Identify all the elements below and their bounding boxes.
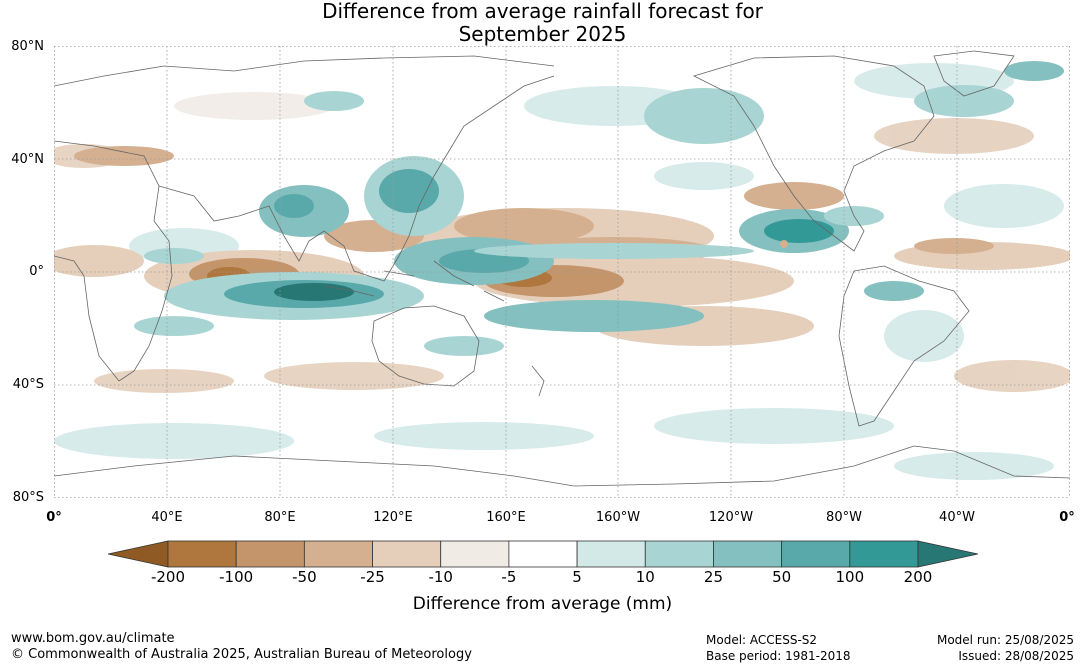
lon-label-0-left: 0° [46, 510, 62, 525]
map-title: Difference from average rainfall forecas… [0, 0, 1085, 46]
footer-issued: Issued: 28/08/2025 [958, 649, 1074, 663]
lon-label-160w: 160°W [595, 510, 641, 525]
colorbar-bin [440, 540, 510, 568]
colorbar-bin [713, 540, 783, 568]
coast-south-america [838, 265, 970, 427]
colorbar-extend-high [917, 540, 979, 568]
colorbar-tick-label: -200 [150, 568, 186, 586]
colorbar-bin [167, 540, 237, 568]
colorbar-tick-label: 10 [635, 568, 655, 586]
coast-asia-south [158, 185, 410, 282]
colorbar-bin [644, 540, 714, 568]
lat-label-80s: 80°S [12, 490, 44, 505]
lon-label-0-right: 0° [1059, 510, 1075, 525]
colorbar-tick-label: -100 [219, 568, 254, 586]
colorbar [107, 539, 979, 569]
coast-islands [323, 260, 505, 302]
coast-north-america [692, 55, 935, 252]
lat-label-40n: 40°N [11, 152, 44, 167]
footer-model-run: Model run: 25/08/2025 [936, 633, 1074, 647]
colorbar-bin [781, 540, 851, 568]
lat-label-80n: 80°N [11, 39, 44, 54]
coast-new-zealand [531, 365, 545, 397]
colorbar-svg [107, 540, 979, 568]
footer-url[interactable]: www.bom.gov.au/climate [11, 631, 175, 646]
colorbar-tick-label: -25 [360, 568, 385, 586]
footer-copyright: © Commonwealth of Australia 2025, Austra… [11, 647, 472, 662]
coast-antarctica [54, 445, 1070, 487]
lat-label-equator: 0° [29, 264, 44, 279]
coast-africa [54, 140, 173, 382]
colorbar-tick-label: 50 [772, 568, 792, 586]
lon-label-40w: 40°W [939, 510, 975, 525]
colorbar-tick-label: -10 [428, 568, 453, 586]
coast-asia-east [408, 75, 555, 237]
rainfall-anomaly-map [54, 46, 1070, 498]
lon-label-120w: 120°W [708, 510, 754, 525]
map-svg [54, 46, 1070, 498]
colorbar-bin [372, 540, 442, 568]
wet-anomaly-layer [134, 61, 1064, 356]
colorbar-bin [235, 540, 305, 568]
footer-model: Model: ACCESS-S2 [706, 633, 818, 647]
colorbar-tick-label: 200 [903, 568, 933, 586]
colorbar-tick-label: -5 [501, 568, 517, 586]
colorbar-tick-label: -50 [292, 568, 317, 586]
lon-label-80w: 80°W [826, 510, 862, 525]
colorbar-tick-label: 100 [835, 568, 865, 586]
colorbar-tick-label: 25 [703, 568, 723, 586]
colorbar-bin [576, 540, 646, 568]
lon-label-40e: 40°E [151, 510, 183, 525]
coast-eurasia-north [54, 55, 555, 87]
coastlines [54, 50, 1070, 487]
colorbar-bin [303, 540, 373, 568]
gridlines [54, 46, 1070, 498]
coast-greenland [933, 50, 1015, 97]
lon-label-120e: 120°E [373, 510, 413, 525]
coast-australia [371, 305, 480, 387]
colorbar-bin [849, 540, 919, 568]
colorbar-label: Difference from average (mm) [412, 594, 673, 614]
lon-label-160e: 160°E [486, 510, 526, 525]
title-line-2: September 2025 [458, 22, 627, 46]
colorbar-bin [508, 540, 578, 568]
footer-base-period: Base period: 1981-2018 [706, 649, 851, 663]
lat-label-40s: 40°S [12, 377, 44, 392]
title-line-1: Difference from average rainfall forecas… [322, 0, 763, 23]
colorbar-tick-label: 5 [572, 568, 582, 586]
lon-label-80e: 80°E [264, 510, 296, 525]
colorbar-extend-low [107, 540, 169, 568]
